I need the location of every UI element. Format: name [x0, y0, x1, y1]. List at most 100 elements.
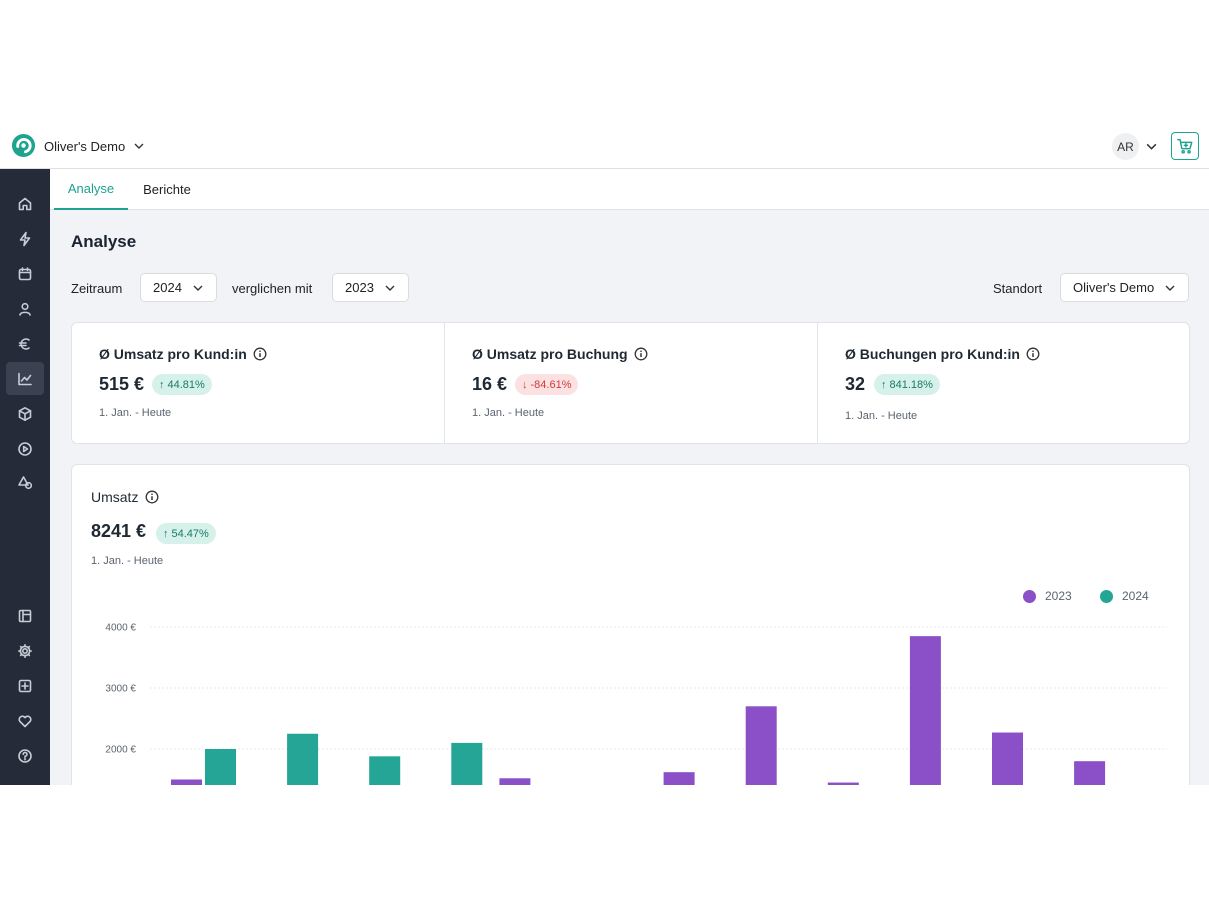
chevron-down-icon: [385, 285, 395, 291]
kpi-title-text: Ø Umsatz pro Kund:in: [99, 346, 247, 362]
date-range: 1. Jan. - Heute: [472, 407, 545, 419]
sidebar-item-add[interactable]: [6, 669, 44, 702]
info-icon[interactable]: [145, 490, 159, 504]
home-icon: [18, 197, 32, 210]
sidebar-item-marketing[interactable]: [6, 466, 44, 499]
help-icon: [18, 748, 32, 763]
bar-2023-11[interactable]: [992, 732, 1023, 785]
sidebar-item-finance[interactable]: [6, 327, 44, 360]
bar-2023-7[interactable]: [663, 772, 695, 785]
change-badge: ↑ 54.47%: [156, 523, 216, 544]
kpi-title: Ø Umsatz pro Kund:in: [99, 346, 267, 362]
kpi-title-text: Ø Umsatz pro Buchung: [472, 346, 628, 362]
sidebar-item-calendar[interactable]: [6, 257, 44, 290]
cart-button[interactable]: [1171, 132, 1199, 160]
kpi-revenue-per-customer: Ø Umsatz pro Kund:in 515 € ↑ 44.81% 1. J…: [72, 323, 444, 443]
arrow-up-icon: ↑: [881, 378, 887, 391]
info-icon[interactable]: [253, 347, 267, 361]
legend-label: 2024: [1122, 589, 1149, 603]
change-value: 44.81%: [167, 378, 205, 391]
info-icon[interactable]: [634, 347, 648, 361]
sidebar-item-products[interactable]: [6, 397, 44, 430]
legend-dot: [1100, 589, 1113, 603]
bar-2023-12[interactable]: [1074, 761, 1106, 785]
sidebar-item-favorites[interactable]: [6, 704, 44, 737]
date-range: 1. Jan. - Heute: [99, 407, 172, 419]
user-icon: [19, 302, 31, 316]
kpi-bookings-per-customer: Ø Buchungen pro Kund:in 32 ↑ 841.18% 1. …: [817, 323, 1189, 443]
sidebar-item-analytics[interactable]: [6, 362, 44, 395]
organization-switcher[interactable]: Oliver's Demo: [44, 134, 145, 158]
kpi-value: 515 €: [99, 374, 145, 394]
page-title: Analyse: [71, 232, 137, 251]
sidebar-item-home[interactable]: [6, 187, 44, 220]
layout-icon: [18, 609, 32, 622]
revenue-total: 8241 €: [91, 521, 147, 541]
gear-icon: [18, 643, 32, 658]
box-icon: [18, 406, 32, 421]
kpi-revenue-per-booking: Ø Umsatz pro Buchung 16 € ↓ -84.61% 1. J…: [444, 323, 816, 443]
period-select[interactable]: 2024: [140, 273, 217, 302]
compare-select[interactable]: 2023: [332, 273, 409, 302]
bar-2023-9[interactable]: [827, 782, 859, 785]
bar-2024-3[interactable]: [369, 756, 401, 785]
kpi-title: Ø Umsatz pro Buchung: [472, 346, 648, 362]
tab-berichte[interactable]: Berichte: [143, 182, 191, 197]
kpi-title: Ø Buchungen pro Kund:in: [845, 346, 1040, 362]
app-window: Oliver's Demo AR: [0, 124, 1209, 785]
user-avatar[interactable]: AR: [1112, 133, 1139, 160]
app-logo[interactable]: [11, 133, 36, 158]
change-value: 841.18%: [889, 378, 933, 391]
sidebar-item-customers[interactable]: [6, 292, 44, 325]
change-badge: ↑ 841.18%: [874, 374, 940, 395]
bolt-icon: [19, 231, 31, 246]
compare-value: 2023: [345, 280, 374, 295]
bar-2023-1[interactable]: [171, 779, 202, 786]
legend-item-2024[interactable]: 2024: [1100, 589, 1149, 603]
bar-2024-2[interactable]: [287, 733, 319, 785]
chart-line-icon: [18, 372, 32, 385]
kpi-card: Ø Umsatz pro Kund:in 515 € ↑ 44.81% 1. J…: [71, 322, 1190, 444]
change-badge: ↓ -84.61%: [515, 374, 579, 395]
bar-2024-4[interactable]: [451, 742, 483, 785]
y-tick-label: 2000 €: [105, 745, 136, 756]
change-value: 54.47%: [171, 527, 209, 540]
cart-icon: [1177, 138, 1193, 154]
main-content: Analyse Berichte Analyse Zeitraum 2024 v…: [50, 169, 1209, 785]
period-value: 2024: [153, 280, 182, 295]
sidebar-item-settings[interactable]: [6, 634, 44, 667]
bar-2023-10[interactable]: [909, 636, 941, 785]
bar-2023-5[interactable]: [499, 778, 531, 785]
y-tick-label: 4000 €: [105, 623, 136, 634]
compare-label: verglichen mit: [232, 281, 313, 296]
period-label: Zeitraum: [71, 281, 123, 296]
shapes-icon: [18, 475, 33, 489]
chevron-down-icon: [134, 143, 144, 149]
bar-2024-1[interactable]: [205, 749, 236, 785]
change-value: -84.61%: [530, 378, 572, 391]
date-range: 1. Jan. - Heute: [845, 410, 918, 422]
location-label: Standort: [993, 281, 1043, 296]
legend-item-2023[interactable]: 2023: [1023, 589, 1072, 603]
revenue-chart-card: 1000 €2000 €3000 €4000 € Umsatz 8241 € ↑…: [71, 464, 1190, 785]
sidebar-item-automations[interactable]: [6, 222, 44, 255]
change-badge: ↑ 44.81%: [152, 374, 212, 395]
sidebar-item-help[interactable]: [6, 739, 44, 772]
sidebar-item-media[interactable]: [6, 432, 44, 465]
date-range: 1. Jan. - Heute: [91, 555, 164, 567]
chevron-down-icon: [1165, 285, 1175, 291]
info-icon[interactable]: [1026, 347, 1040, 361]
chevron-down-icon[interactable]: [1145, 140, 1158, 153]
top-bar: Oliver's Demo AR: [0, 124, 1209, 169]
sidebar: [0, 169, 50, 785]
location-value: Oliver's Demo: [1073, 280, 1155, 295]
euro-icon: [18, 337, 30, 350]
arrow-up-icon: ↑: [163, 527, 169, 540]
arrow-up-icon: ↑: [159, 378, 165, 391]
sidebar-item-layout[interactable]: [6, 599, 44, 632]
arrow-down-icon: ↓: [522, 378, 528, 391]
tab-analyse[interactable]: Analyse: [54, 169, 128, 210]
location-select[interactable]: Oliver's Demo: [1060, 273, 1190, 302]
play-icon: [18, 441, 32, 456]
bar-2023-8[interactable]: [745, 706, 777, 785]
